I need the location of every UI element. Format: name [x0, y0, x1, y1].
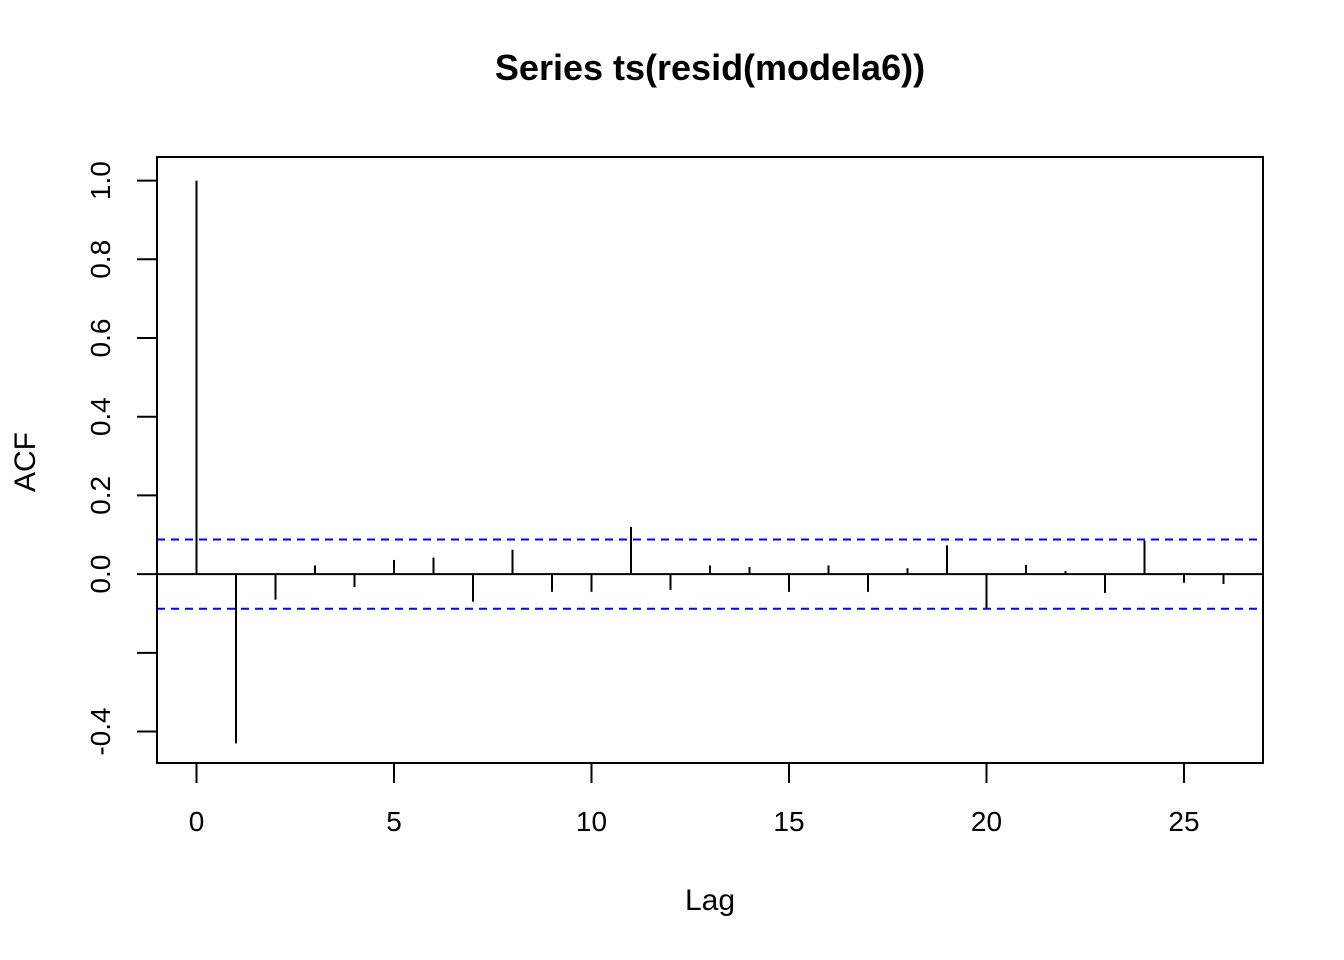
chart-title: Series ts(resid(modela6)) — [495, 47, 925, 88]
acf-spikes — [195, 180, 1225, 744]
x-tick-label-15: 15 — [773, 806, 804, 837]
x-tick-label-0: 0 — [189, 806, 205, 837]
x-axis: 0 5 10 15 20 25 — [189, 762, 1200, 837]
y-tick-label-0: 0.0 — [85, 555, 116, 594]
y-axis-label: ACF — [9, 432, 42, 492]
plot-frame — [156, 156, 1264, 764]
x-axis-label: Lag — [685, 884, 735, 917]
y-tick-label-0-6: 0.6 — [85, 319, 116, 358]
y-tick-label-0-4: 0.4 — [85, 397, 116, 436]
confidence-bounds — [157, 538, 1263, 610]
x-tick-label-10: 10 — [576, 806, 607, 837]
y-tick-label-0-2: 0.2 — [85, 476, 116, 515]
y-tick-label-minus-0-4: -0.4 — [85, 707, 116, 755]
x-tick-label-25: 25 — [1168, 806, 1199, 837]
y-tick-label-0-8: 0.8 — [85, 240, 116, 279]
y-tick-label-1: 1.0 — [85, 161, 116, 200]
x-tick-label-20: 20 — [971, 806, 1002, 837]
y-axis: -0.4 0.0 0.2 0.4 0.6 0.8 1.0 — [85, 161, 158, 756]
x-tick-label-5: 5 — [386, 806, 402, 837]
